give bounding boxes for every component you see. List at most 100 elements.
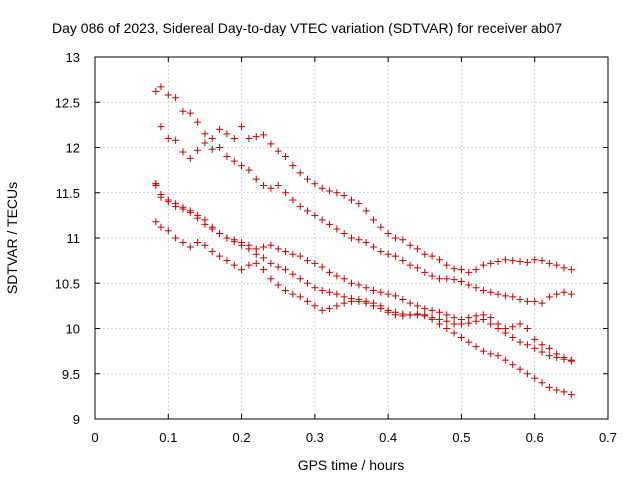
data-point — [252, 133, 260, 141]
data-point — [311, 211, 319, 219]
data-point — [186, 243, 194, 251]
data-point — [450, 329, 458, 337]
x-tick-label: 0 — [91, 430, 98, 445]
data-point — [260, 131, 268, 139]
data-point — [326, 187, 334, 195]
data-point — [377, 305, 385, 313]
data-point — [348, 279, 355, 287]
data-point — [260, 254, 268, 262]
data-point — [289, 250, 297, 258]
data-point — [487, 320, 495, 328]
data-point — [413, 310, 421, 318]
data-point — [443, 275, 451, 283]
data-point — [435, 320, 443, 328]
data-point — [274, 245, 282, 253]
data-point — [348, 297, 355, 305]
data-point — [538, 379, 546, 387]
data-point — [252, 259, 260, 267]
data-point — [296, 252, 304, 260]
data-point — [560, 264, 568, 272]
data-point — [413, 245, 421, 253]
data-point — [267, 275, 275, 283]
data-point — [553, 261, 561, 269]
data-point — [152, 180, 160, 188]
y-tick-label: 13 — [66, 50, 80, 65]
data-point — [238, 241, 246, 249]
data-point — [318, 216, 326, 224]
data-point — [399, 257, 407, 265]
data-point — [289, 196, 297, 204]
data-point — [538, 299, 546, 307]
data-point — [194, 118, 202, 126]
y-tick-label: 10.5 — [55, 276, 80, 291]
data-point — [201, 130, 209, 138]
data-point — [443, 311, 451, 319]
data-point — [304, 175, 312, 183]
data-point — [501, 329, 509, 337]
data-point — [333, 189, 341, 197]
data-point — [369, 243, 377, 251]
data-point — [369, 286, 377, 294]
data-point — [428, 252, 436, 260]
data-point — [245, 261, 253, 269]
data-point — [208, 248, 216, 256]
data-point — [260, 243, 268, 251]
data-point — [172, 202, 180, 210]
data-point — [362, 207, 370, 215]
data-point — [391, 292, 399, 300]
data-point — [326, 288, 334, 296]
data-point — [545, 352, 553, 360]
data-point — [186, 109, 194, 117]
data-point — [472, 266, 480, 274]
data-point — [531, 297, 539, 305]
data-point — [457, 334, 465, 342]
data-point — [289, 290, 297, 298]
y-tick-label: 11.5 — [56, 186, 80, 201]
data-point — [326, 305, 334, 313]
data-point — [377, 248, 385, 256]
data-point — [179, 148, 187, 156]
data-point — [230, 157, 238, 165]
data-point — [311, 180, 319, 188]
data-point — [567, 290, 575, 298]
data-point — [362, 239, 370, 247]
data-point — [304, 297, 312, 305]
data-point — [472, 284, 480, 292]
data-point — [362, 299, 370, 307]
data-point — [516, 365, 524, 373]
data-point — [391, 311, 399, 319]
data-point — [252, 250, 260, 258]
data-point — [340, 229, 348, 237]
data-point — [545, 344, 553, 352]
data-point — [531, 335, 539, 343]
data-point — [304, 207, 312, 215]
data-point — [304, 279, 312, 287]
data-point — [216, 252, 224, 260]
data-point — [340, 275, 348, 283]
data-point — [450, 276, 458, 284]
data-point — [487, 259, 495, 267]
data-point — [223, 257, 231, 265]
data-point — [538, 348, 546, 356]
data-point — [326, 220, 334, 228]
y-tick-labels: 9 9.5 10 10.5 11 11.5 12 12.5 13 — [55, 50, 80, 427]
data-point — [501, 256, 509, 264]
data-point — [230, 134, 238, 142]
data-point — [516, 338, 524, 346]
data-point — [296, 169, 304, 177]
data-point — [531, 344, 539, 352]
data-point — [274, 147, 282, 155]
data-point — [509, 361, 517, 369]
data-point — [252, 175, 260, 183]
x-tick-label: 0.7 — [599, 430, 617, 445]
data-point — [523, 370, 531, 378]
data-point — [421, 250, 429, 258]
data-point — [223, 234, 231, 242]
data-point — [208, 134, 216, 142]
data-point — [553, 386, 561, 394]
data-point — [201, 241, 209, 249]
data-point — [384, 290, 392, 298]
data-point — [318, 263, 326, 271]
data-point — [406, 261, 414, 269]
x-tick-label: 0.3 — [306, 430, 324, 445]
